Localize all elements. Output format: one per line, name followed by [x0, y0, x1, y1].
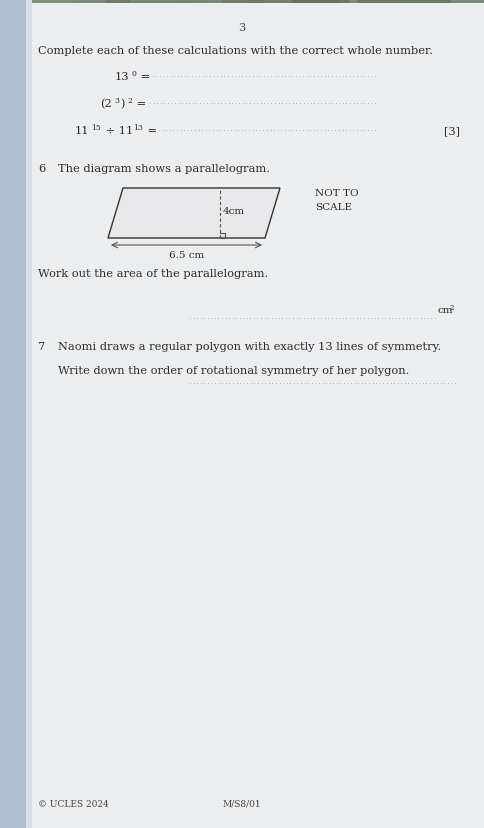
Text: (2: (2 — [100, 99, 112, 109]
Bar — [173, 0, 233, 31]
Text: =: = — [144, 126, 157, 136]
Bar — [285, 35, 358, 65]
Bar — [142, 14, 173, 70]
Text: =: = — [133, 99, 146, 108]
Bar — [0, 0, 484, 108]
Bar — [0, 0, 28, 828]
Polygon shape — [108, 189, 280, 238]
Bar — [95, 22, 160, 51]
Bar — [2, 30, 69, 44]
Text: ÷ 11: ÷ 11 — [102, 126, 133, 136]
Bar — [385, 0, 457, 41]
Text: NOT TO: NOT TO — [315, 189, 359, 198]
Bar — [159, 0, 199, 17]
Text: cm: cm — [437, 306, 453, 315]
Bar — [149, 19, 178, 60]
Text: Naomi draws a regular polygon with exactly 13 lines of symmetry.: Naomi draws a regular polygon with exact… — [58, 342, 441, 352]
Text: M/S8/01: M/S8/01 — [223, 799, 261, 808]
Text: 2: 2 — [449, 304, 454, 311]
Text: 13: 13 — [115, 72, 130, 82]
Bar — [278, 0, 363, 7]
Text: © UCLES 2024: © UCLES 2024 — [38, 799, 109, 808]
Text: 6.5 cm: 6.5 cm — [169, 251, 204, 260]
Bar — [184, 58, 283, 80]
Bar — [333, 39, 381, 52]
Text: Write down the order of rotational symmetry of her polygon.: Write down the order of rotational symme… — [58, 365, 409, 376]
Bar — [26, 0, 32, 828]
Text: ): ) — [120, 99, 124, 109]
Bar — [298, 17, 320, 75]
Text: 6: 6 — [38, 164, 45, 174]
Text: 13: 13 — [133, 124, 143, 132]
Bar — [174, 0, 224, 2]
Bar — [392, 68, 421, 99]
Text: 2: 2 — [127, 97, 132, 105]
Bar — [142, 0, 172, 15]
Text: 7: 7 — [38, 342, 45, 352]
Text: [3]: [3] — [444, 126, 460, 136]
Bar — [154, 8, 225, 61]
Text: 3: 3 — [239, 23, 245, 33]
Bar — [368, 26, 405, 49]
Text: 4cm: 4cm — [223, 207, 245, 216]
Text: Work out the area of the parallelogram.: Work out the area of the parallelogram. — [38, 268, 268, 279]
Bar — [195, 43, 283, 79]
Text: SCALE: SCALE — [315, 203, 352, 212]
Text: Complete each of these calculations with the correct whole number.: Complete each of these calculations with… — [38, 46, 433, 56]
Bar — [80, 65, 152, 94]
Text: 15: 15 — [91, 124, 101, 132]
Text: 0: 0 — [131, 70, 136, 78]
Text: The diagram shows a parallelogram.: The diagram shows a parallelogram. — [58, 164, 270, 174]
Text: =: = — [137, 72, 150, 82]
Bar — [396, 51, 460, 70]
Text: 11: 11 — [75, 126, 90, 136]
Text: 3: 3 — [114, 97, 119, 105]
